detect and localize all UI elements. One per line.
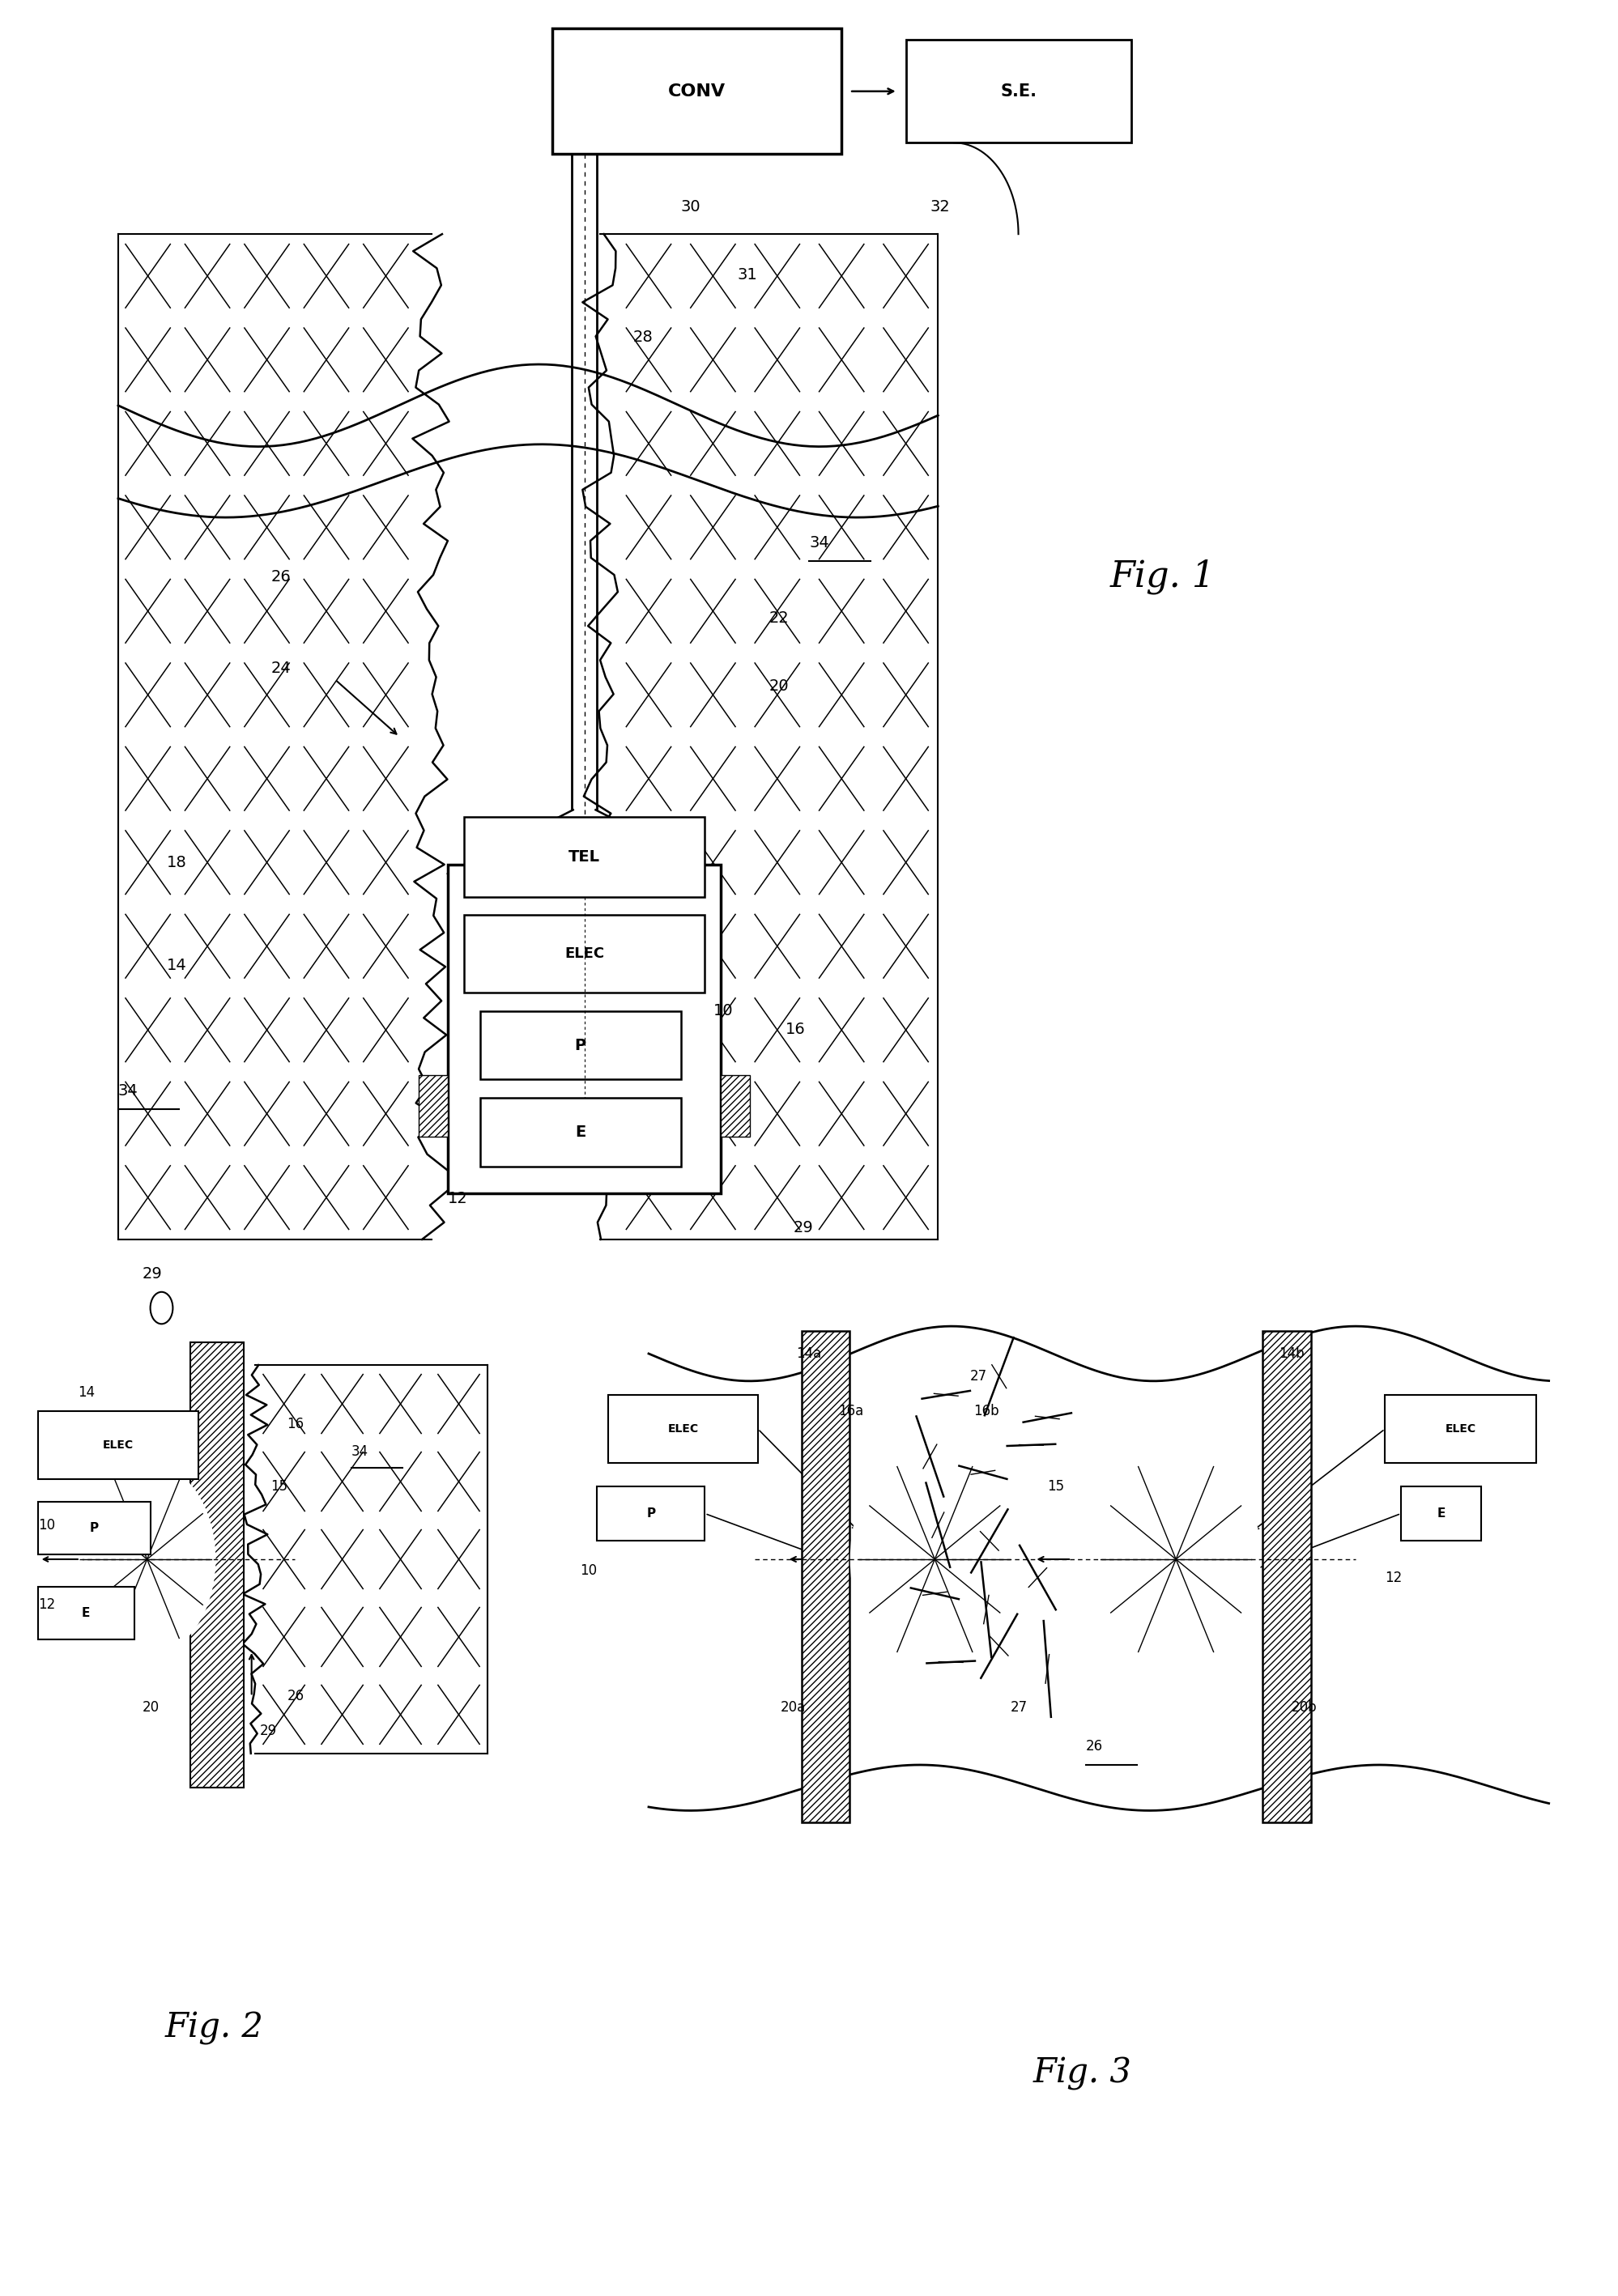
Text: 18: 18 — [167, 854, 186, 870]
Text: 15: 15 — [270, 1479, 288, 1492]
Bar — [463, 914, 704, 992]
Text: 15: 15 — [1047, 1479, 1065, 1492]
Text: 24: 24 — [270, 661, 291, 675]
Text: 29: 29 — [142, 1265, 162, 1281]
Text: 20: 20 — [142, 1701, 159, 1715]
Text: 16a: 16a — [838, 1403, 864, 1419]
Text: 14: 14 — [167, 957, 186, 974]
Text: Fig. 1: Fig. 1 — [1110, 560, 1215, 595]
Bar — [1400, 1486, 1480, 1541]
Text: 26: 26 — [286, 1690, 304, 1704]
Bar — [37, 1587, 134, 1639]
Text: P: P — [646, 1508, 655, 1520]
Text: ELEC: ELEC — [102, 1440, 134, 1451]
Text: 16: 16 — [785, 1022, 804, 1038]
Bar — [1262, 1332, 1311, 1823]
Text: 34: 34 — [118, 1084, 138, 1097]
Text: E: E — [574, 1125, 586, 1139]
Text: 30: 30 — [681, 200, 701, 214]
Text: P: P — [89, 1522, 99, 1534]
Text: 22: 22 — [769, 611, 790, 625]
Text: 29: 29 — [259, 1724, 277, 1738]
Bar — [1385, 1394, 1535, 1463]
Text: 27: 27 — [969, 1368, 987, 1384]
Bar — [448, 866, 720, 1194]
Bar — [597, 1486, 704, 1541]
Text: 12: 12 — [448, 1192, 468, 1205]
Text: 14: 14 — [78, 1384, 95, 1401]
Text: Fig. 3: Fig. 3 — [1032, 2057, 1131, 2089]
Text: 12: 12 — [1385, 1570, 1401, 1584]
Bar — [479, 1010, 681, 1079]
Text: 28: 28 — [633, 328, 652, 344]
Text: 29: 29 — [793, 1219, 812, 1235]
Text: 14b: 14b — [1278, 1345, 1304, 1362]
Text: Fig. 2: Fig. 2 — [165, 2011, 264, 2046]
Circle shape — [79, 1463, 215, 1655]
Bar — [608, 1394, 757, 1463]
Text: ELEC: ELEC — [1445, 1424, 1476, 1435]
Text: 20a: 20a — [780, 1701, 806, 1715]
Polygon shape — [448, 810, 720, 875]
Bar — [720, 1075, 749, 1137]
Text: 12: 12 — [37, 1598, 55, 1612]
Text: 16b: 16b — [972, 1403, 998, 1419]
Text: 10: 10 — [712, 1003, 733, 1019]
Text: CONV: CONV — [668, 83, 725, 99]
Text: 34: 34 — [351, 1444, 369, 1460]
Circle shape — [851, 1440, 1018, 1678]
Text: 14a: 14a — [796, 1345, 822, 1362]
Text: P: P — [574, 1038, 586, 1054]
Text: 16: 16 — [286, 1417, 304, 1433]
Text: ELEC: ELEC — [565, 946, 604, 962]
Bar — [479, 1097, 681, 1166]
Text: E: E — [83, 1607, 91, 1619]
Text: TEL: TEL — [568, 850, 600, 863]
Text: ELEC: ELEC — [668, 1424, 699, 1435]
Text: 10: 10 — [579, 1564, 597, 1577]
Bar — [191, 1343, 243, 1789]
Text: 31: 31 — [736, 269, 757, 282]
Bar — [37, 1410, 199, 1479]
Text: 10: 10 — [37, 1518, 55, 1531]
Circle shape — [1092, 1440, 1259, 1678]
Bar — [552, 28, 841, 154]
Text: 32: 32 — [929, 200, 950, 214]
Text: 34: 34 — [809, 535, 828, 551]
Bar — [801, 1332, 849, 1823]
Text: 26: 26 — [270, 569, 291, 585]
Bar — [419, 1075, 448, 1137]
Bar — [463, 817, 704, 898]
Text: 27: 27 — [1010, 1701, 1027, 1715]
Bar — [906, 39, 1131, 142]
Text: 26: 26 — [1086, 1740, 1102, 1754]
Text: 20: 20 — [769, 680, 788, 693]
Bar — [37, 1502, 150, 1554]
Text: 20b: 20b — [1291, 1701, 1317, 1715]
Text: S.E.: S.E. — [1000, 83, 1036, 99]
Text: E: E — [1437, 1508, 1445, 1520]
